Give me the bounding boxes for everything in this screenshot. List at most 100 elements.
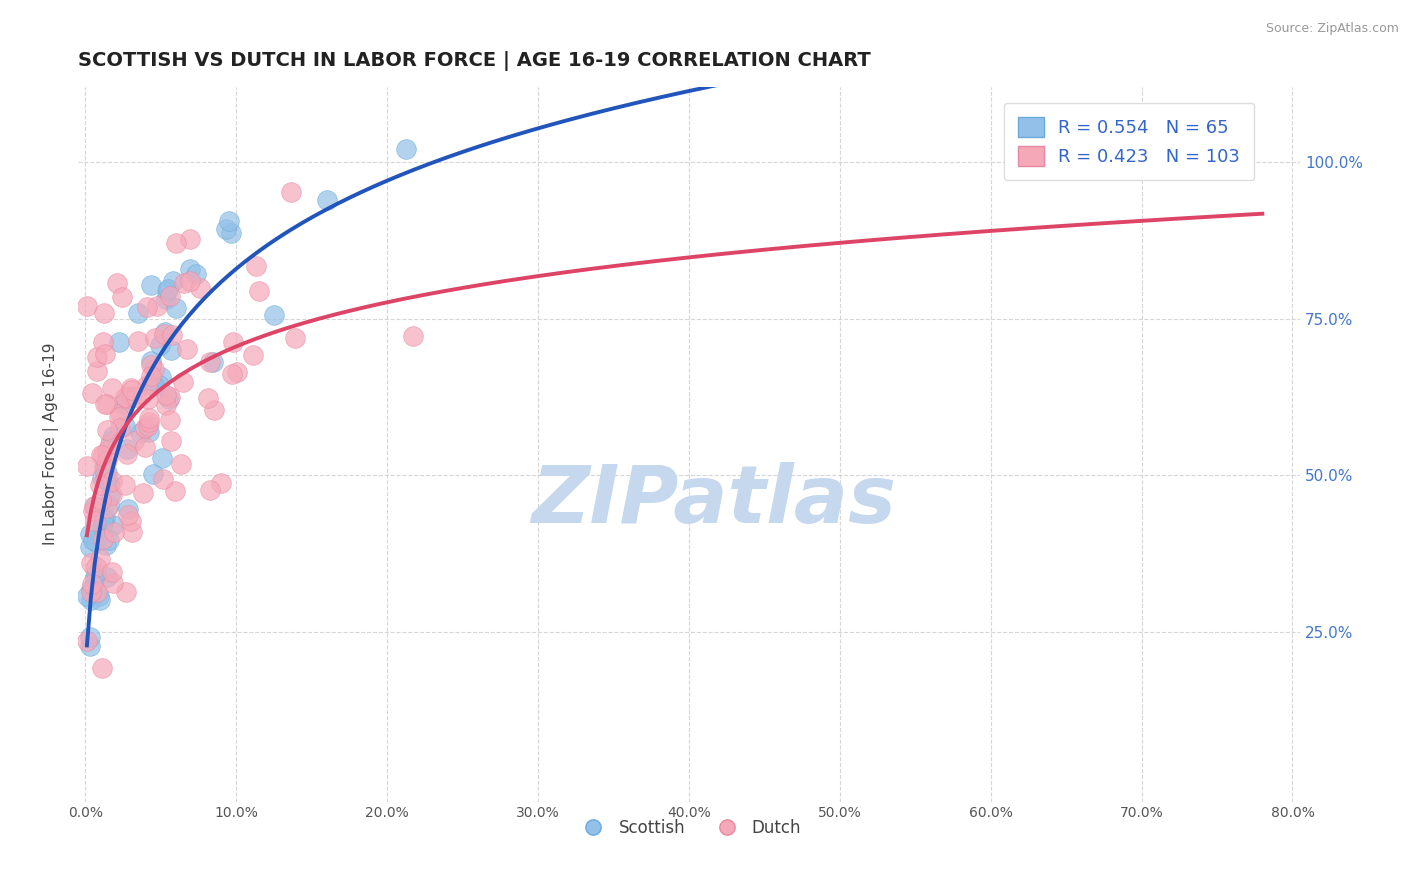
Point xyxy=(97,498,120,512)
Point xyxy=(152,472,174,486)
Point xyxy=(84,571,107,585)
Point xyxy=(135,301,157,315)
Point xyxy=(198,483,221,497)
Point xyxy=(219,226,242,240)
Point xyxy=(156,284,179,298)
Point xyxy=(242,348,264,362)
Point xyxy=(160,434,183,449)
Point xyxy=(101,487,124,501)
Point xyxy=(98,437,121,451)
Point xyxy=(96,538,118,552)
Point xyxy=(280,185,302,199)
Legend: Scottish, Dutch: Scottish, Dutch xyxy=(569,812,808,843)
Point xyxy=(138,425,160,439)
Point xyxy=(138,415,160,429)
Point xyxy=(197,391,219,405)
Point xyxy=(179,232,201,246)
Point xyxy=(105,277,128,291)
Point xyxy=(94,472,117,486)
Point xyxy=(121,525,143,540)
Point xyxy=(211,475,233,490)
Point xyxy=(86,364,108,378)
Point xyxy=(80,556,103,570)
Point xyxy=(96,501,118,516)
Point xyxy=(149,338,172,352)
Point xyxy=(114,390,136,404)
Point xyxy=(157,392,180,406)
Point xyxy=(114,419,136,434)
Point xyxy=(247,284,270,298)
Point xyxy=(188,280,211,294)
Point xyxy=(125,390,148,404)
Point xyxy=(221,368,243,382)
Point xyxy=(93,460,115,475)
Point xyxy=(121,389,143,403)
Point xyxy=(139,278,162,293)
Point xyxy=(160,328,183,343)
Point xyxy=(79,639,101,653)
Point xyxy=(141,358,163,372)
Point xyxy=(179,262,201,277)
Point xyxy=(96,452,118,467)
Point xyxy=(165,301,187,315)
Point xyxy=(96,569,118,583)
Point xyxy=(79,541,101,555)
Point xyxy=(101,428,124,442)
Point xyxy=(146,299,169,313)
Point xyxy=(127,334,149,348)
Point xyxy=(159,289,181,303)
Point xyxy=(79,630,101,644)
Point xyxy=(80,585,103,599)
Point xyxy=(82,533,104,547)
Point xyxy=(108,421,131,435)
Point xyxy=(98,533,121,547)
Point xyxy=(395,142,418,156)
Point xyxy=(179,274,201,288)
Point xyxy=(82,504,104,518)
Point xyxy=(159,343,181,358)
Point xyxy=(83,499,105,513)
Point xyxy=(138,418,160,433)
Point xyxy=(108,334,131,349)
Point xyxy=(201,354,224,368)
Point xyxy=(100,434,122,449)
Point xyxy=(91,516,114,530)
Point xyxy=(153,326,176,340)
Point xyxy=(94,397,117,411)
Point xyxy=(96,423,118,437)
Point xyxy=(90,448,112,462)
Text: SCOTTISH VS DUTCH IN LABOR FORCE | AGE 16-19 CORRELATION CHART: SCOTTISH VS DUTCH IN LABOR FORCE | AGE 1… xyxy=(77,51,870,70)
Text: ZIPatlas: ZIPatlas xyxy=(531,462,896,541)
Point xyxy=(91,471,114,485)
Point xyxy=(402,329,425,343)
Point xyxy=(153,327,176,342)
Point xyxy=(121,383,143,397)
Point xyxy=(202,403,225,417)
Point xyxy=(79,593,101,607)
Point xyxy=(79,526,101,541)
Point xyxy=(284,331,307,345)
Point xyxy=(91,520,114,534)
Point xyxy=(159,390,181,404)
Point xyxy=(86,585,108,599)
Point xyxy=(91,532,114,546)
Point xyxy=(76,299,98,313)
Point xyxy=(127,306,149,320)
Point xyxy=(91,448,114,462)
Point xyxy=(155,388,177,402)
Point xyxy=(155,398,177,412)
Point xyxy=(162,274,184,288)
Point xyxy=(148,377,170,392)
Point xyxy=(120,514,142,528)
Point xyxy=(117,502,139,516)
Point xyxy=(142,467,165,482)
Point xyxy=(138,411,160,425)
Point xyxy=(186,267,208,281)
Point xyxy=(176,342,198,356)
Point xyxy=(245,259,267,273)
Point xyxy=(103,525,125,540)
Point xyxy=(91,334,114,349)
Point xyxy=(142,379,165,393)
Point xyxy=(165,235,187,250)
Point xyxy=(94,346,117,360)
